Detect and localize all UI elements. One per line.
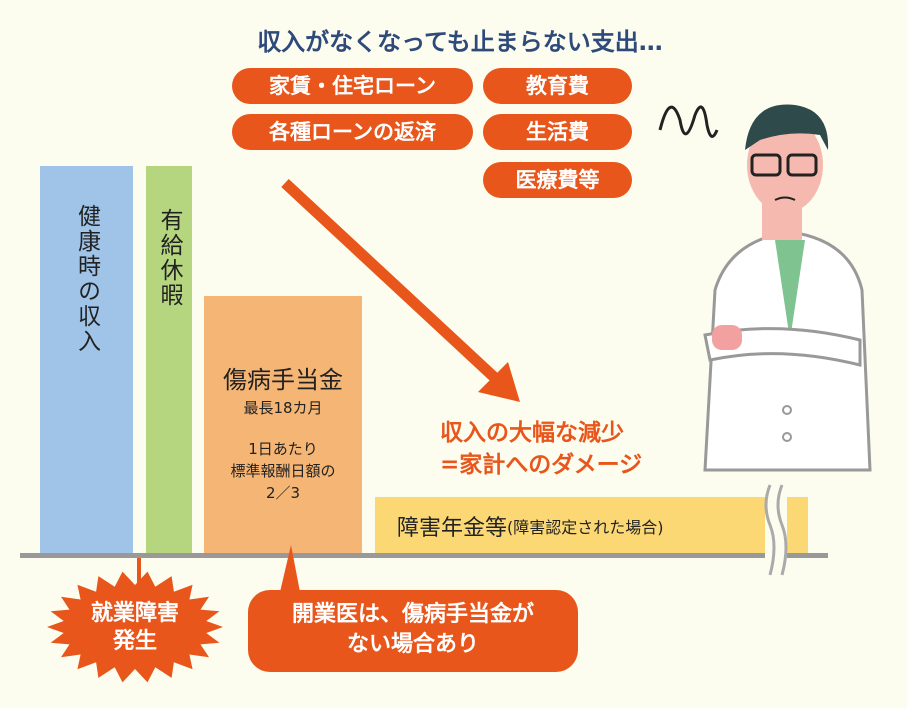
event-burst: 就業障害 発生 [50, 600, 220, 656]
paid-leave-bar: 有給休暇 [146, 166, 192, 555]
down-arrow-icon [281, 178, 520, 402]
event-burst-line2: 発生 [112, 629, 157, 654]
paid-leave-label: 有給休暇 [156, 208, 182, 308]
callout-pointer [280, 545, 300, 592]
sickness-allowance-bar: 傷病手当金 最長18カ月 1日あたり 標準報酬日額の 2／3 [204, 296, 362, 555]
damage-text: 収入の大幅な減少 =家計へのダメージ [440, 417, 642, 481]
damage-line2: =家計へのダメージ [440, 452, 643, 478]
sickness-allowance-line2: 標準報酬日額の [230, 462, 336, 480]
event-burst-line1: 就業障害 [90, 601, 179, 626]
worried-doctor-illustration [658, 104, 872, 472]
page-title: 収入がなくなっても止まらない支出… [257, 28, 663, 56]
damage-line1: 収入の大幅な減少 [440, 420, 624, 446]
break-mark-icon [764, 480, 788, 580]
healthy-income-label: 健康時の収入 [73, 204, 100, 354]
starburst-icon [47, 571, 223, 683]
disability-pension-bar: 障害年金等 (障害認定された場合) [375, 497, 808, 555]
disability-pension-note: (障害認定された場合) [507, 518, 664, 537]
callout-line2: ない場合あり [346, 632, 479, 657]
sickness-allowance-title: 傷病手当金 [223, 366, 343, 394]
expense-pill: 医療費等 [483, 162, 632, 198]
sickness-allowance-duration: 最長18カ月 [243, 399, 323, 417]
sickness-allowance-ratio: 2／3 [265, 484, 301, 502]
callout-line1: 開業医は、傷病手当金が [291, 602, 534, 627]
callout-box: 開業医は、傷病手当金が ない場合あり [248, 590, 578, 672]
expense-pill: 教育費 [483, 68, 632, 104]
expense-pill: 各種ローンの返済 [232, 114, 473, 150]
expense-pill: 生活費 [483, 114, 632, 150]
baseline [20, 553, 828, 558]
sickness-allowance-line1: 1日あたり [248, 440, 318, 458]
healthy-income-bar: 健康時の収入 [40, 166, 133, 555]
disability-pension-title: 障害年金等 [397, 516, 508, 541]
expense-pill: 家賃・住宅ローン [232, 68, 473, 104]
